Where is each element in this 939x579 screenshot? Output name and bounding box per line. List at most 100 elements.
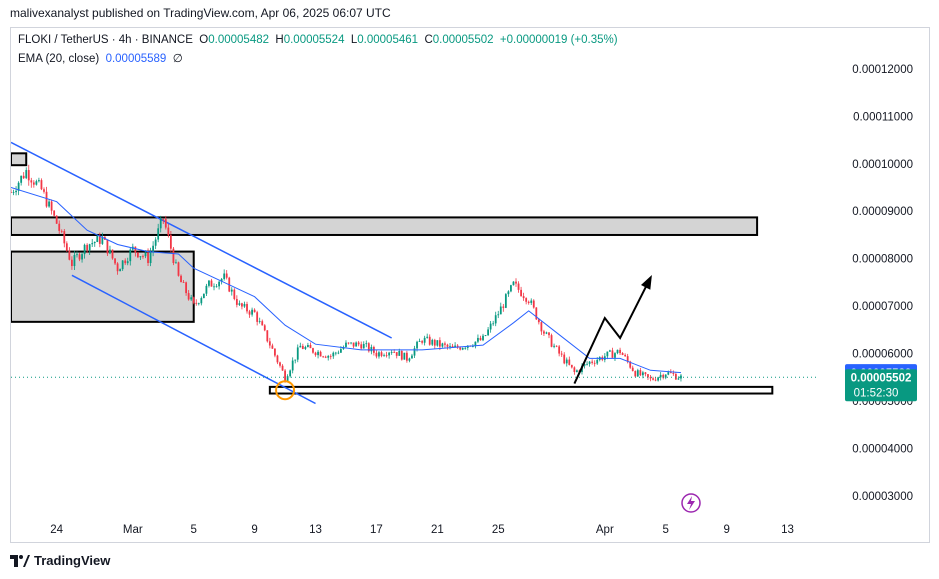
candle-body [657, 377, 660, 381]
candle [355, 341, 358, 347]
candle-body [383, 355, 385, 357]
candle [266, 330, 269, 343]
high-label: H [275, 34, 284, 46]
candle-body [626, 356, 629, 362]
candle [583, 363, 586, 369]
candle [119, 268, 122, 272]
high-value: 0.00005524 [283, 34, 345, 46]
symbol-label[interactable]: FLOKI / TetherUS · 4h · BINANCE [18, 34, 193, 46]
candle [114, 258, 116, 266]
candle-body [629, 361, 632, 368]
candle [126, 257, 129, 266]
ema-label[interactable]: EMA (20, close) [18, 53, 100, 65]
candle [286, 374, 289, 382]
candle [502, 303, 505, 312]
ema-legend: EMA (20, close) 0.00005589 ∅ [18, 51, 183, 65]
change-value: +0.00000019 (+0.35%) [499, 34, 618, 46]
candle-body [631, 367, 634, 372]
candle-body [294, 359, 297, 361]
candle-body [180, 275, 182, 283]
candle [251, 307, 253, 317]
candle-body [121, 260, 124, 270]
candle-body [129, 249, 132, 262]
candle-body [263, 325, 266, 331]
candle [180, 274, 182, 283]
candle-body [32, 182, 35, 185]
candle-body [200, 298, 203, 304]
candle [177, 261, 180, 277]
candle [512, 281, 515, 286]
candle-body [647, 374, 649, 378]
footer-brand: TradingView [34, 553, 111, 568]
candle [304, 345, 307, 351]
candle-body [149, 251, 152, 264]
candle [88, 243, 91, 255]
candle-body [304, 346, 307, 349]
ema-value: 0.00005589 [105, 53, 167, 65]
candle [172, 246, 175, 266]
candle-body [355, 342, 358, 347]
tradingview-footer[interactable]: TradingView [10, 553, 110, 568]
candle-body [446, 344, 449, 347]
candle-body [512, 281, 515, 286]
candle [164, 215, 167, 230]
candle-body [116, 263, 119, 272]
candle [652, 376, 654, 381]
candle-body [596, 359, 599, 364]
lightning-badge-icon [681, 493, 701, 513]
y-tick-label: 0.00003000 [852, 491, 913, 503]
bar-countdown-text: 01:52:30 [854, 387, 899, 399]
candle-body [555, 345, 558, 347]
candle-body [157, 228, 160, 240]
candle [208, 280, 210, 288]
candle-body [568, 359, 571, 365]
candle-body [50, 201, 53, 211]
candle-body [314, 352, 317, 356]
candle [106, 239, 109, 256]
candle [515, 278, 517, 287]
candle [454, 342, 457, 348]
candle-body [522, 296, 525, 299]
candle-body [398, 350, 401, 356]
candle-body [649, 377, 652, 379]
candle-body [124, 260, 127, 264]
candle-body [492, 323, 495, 325]
candle [674, 372, 677, 380]
candle-body [190, 297, 193, 300]
candle [388, 351, 391, 359]
candle-body [317, 351, 319, 356]
candle-body [431, 339, 434, 345]
candle-body [192, 297, 195, 303]
candle-body [479, 337, 482, 341]
candle-body [664, 374, 667, 378]
candle-body [258, 321, 261, 322]
candle-body [309, 345, 312, 349]
candle-body [667, 372, 670, 375]
candle [535, 307, 538, 321]
candle [477, 334, 479, 344]
candle [553, 343, 555, 349]
candle-body [38, 180, 40, 182]
candle [291, 357, 294, 374]
y-tick-label: 0.00012000 [852, 64, 913, 76]
projection-arrowhead [641, 275, 652, 290]
candle [641, 370, 644, 379]
candle-body [284, 370, 286, 382]
candle-body [525, 298, 528, 302]
candle-body [573, 367, 576, 373]
candle-body [202, 293, 205, 299]
candle [319, 350, 322, 357]
candle [276, 354, 279, 365]
candle [53, 210, 56, 217]
candle [258, 317, 261, 324]
candle-body [662, 374, 665, 378]
candle-body [674, 373, 677, 380]
candle [58, 220, 61, 235]
candle-body [134, 246, 137, 253]
candle [644, 371, 647, 377]
candle-body [421, 341, 424, 343]
candle [301, 343, 304, 350]
candle-body [332, 352, 335, 357]
candle [436, 340, 439, 347]
